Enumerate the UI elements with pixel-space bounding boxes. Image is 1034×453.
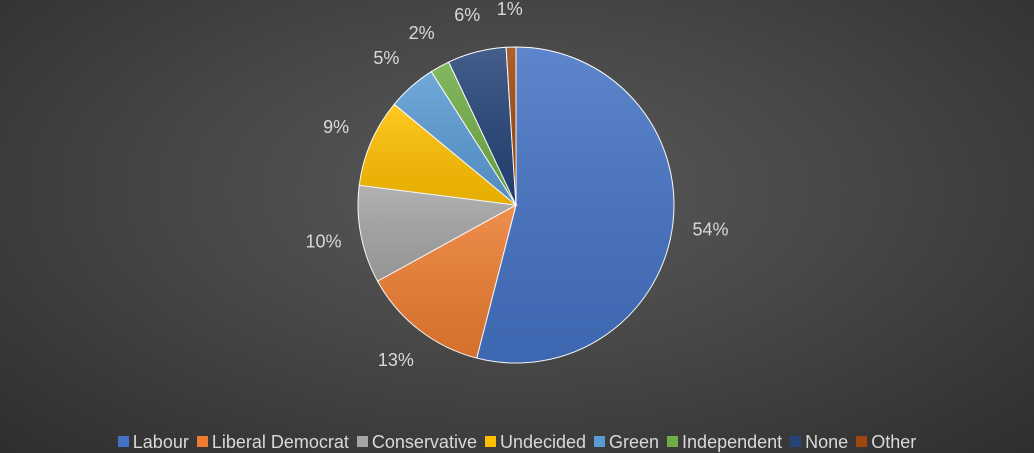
legend-swatch-other xyxy=(856,436,868,447)
legend-label-independent: Independent xyxy=(682,431,783,452)
legend-label-liberal-democrat: Liberal Democrat xyxy=(211,431,349,452)
pie-data-labels: 54% 13% 10% 9% 5% 2% 6% 1% xyxy=(305,0,728,370)
data-label-liberal-democrat: 13% xyxy=(378,350,414,370)
legend-item-liberal-democrat: Liberal Democrat xyxy=(196,431,349,452)
legend-label-labour: Labour xyxy=(132,431,189,452)
legend-swatch-undecided xyxy=(484,436,496,447)
legend-swatch-conservative xyxy=(356,436,368,447)
legend-item-labour: Labour xyxy=(117,431,189,452)
legend-swatch-independent xyxy=(667,436,679,447)
legend-swatch-green xyxy=(594,436,606,447)
data-label-independent: 2% xyxy=(409,23,435,43)
data-label-other: 1% xyxy=(497,0,523,19)
legend-item-undecided: Undecided xyxy=(484,431,587,452)
legend-label-none: None xyxy=(805,431,849,452)
legend-swatch-liberal-democrat xyxy=(196,436,208,447)
data-label-conservative: 10% xyxy=(305,232,341,252)
legend-label-green: Green xyxy=(609,431,660,452)
legend-label-undecided: Undecided xyxy=(499,431,587,452)
legend-label-conservative: Conservative xyxy=(371,431,477,452)
legend-item-none: None xyxy=(790,432,848,452)
legend: Labour Liberal Democrat Conservative Undeci… xyxy=(0,430,1034,453)
data-label-labour: 54% xyxy=(692,220,728,240)
legend-label-other: Other xyxy=(871,431,917,452)
data-label-none: 6% xyxy=(454,5,480,25)
legend-swatch-none xyxy=(790,436,802,447)
data-label-undecided: 9% xyxy=(323,117,349,137)
legend-swatch-labour xyxy=(117,436,129,447)
pie-slices xyxy=(357,46,675,364)
legend-item-independent: Independent xyxy=(667,432,782,452)
legend-item-conservative: Conservative xyxy=(356,431,477,452)
data-label-green: 5% xyxy=(373,48,399,68)
legend-item-other: Other xyxy=(856,432,916,452)
legend-item-green: Green xyxy=(594,432,659,452)
